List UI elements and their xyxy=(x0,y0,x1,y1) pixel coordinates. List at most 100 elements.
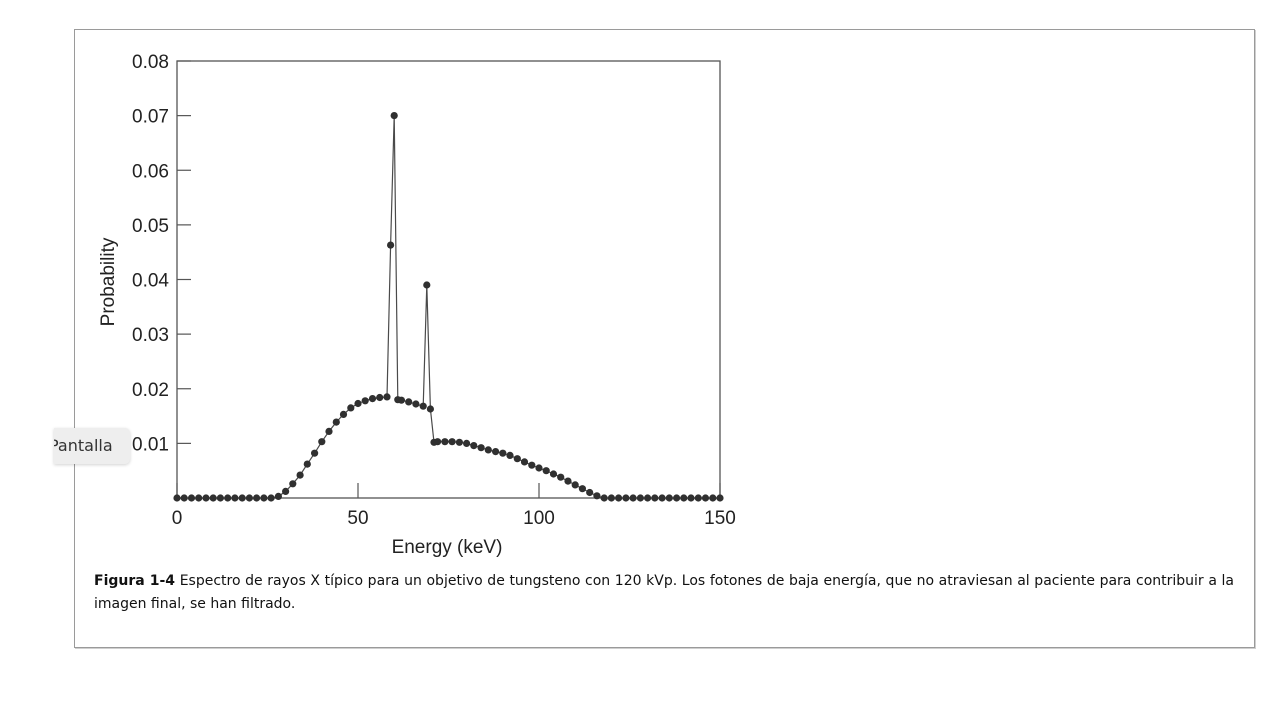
data-point xyxy=(260,494,268,502)
x-tick-label: 150 xyxy=(704,508,736,529)
data-point xyxy=(405,398,413,406)
data-point xyxy=(274,492,282,500)
data-point xyxy=(231,494,239,502)
data-point xyxy=(542,467,550,475)
data-point xyxy=(238,494,246,502)
data-point xyxy=(347,404,355,412)
data-point xyxy=(245,494,253,502)
data-point xyxy=(607,494,616,502)
data-point xyxy=(289,480,297,488)
data-point xyxy=(332,418,340,426)
data-point xyxy=(419,402,427,410)
data-point xyxy=(423,281,431,289)
x-tick-label: 100 xyxy=(523,508,555,529)
data-point xyxy=(557,473,565,481)
data-point xyxy=(470,442,478,450)
y-tick-label: 0.05 xyxy=(132,216,169,237)
data-point xyxy=(267,494,275,502)
data-point xyxy=(477,444,485,452)
data-point xyxy=(376,393,384,402)
data-point xyxy=(318,438,326,446)
data-point xyxy=(387,241,395,249)
y-tick-label: 0.03 xyxy=(132,325,169,346)
data-point xyxy=(282,487,290,495)
data-point xyxy=(499,449,507,457)
data-point xyxy=(426,405,434,413)
data-point xyxy=(701,494,710,502)
data-point xyxy=(535,464,543,472)
data-point xyxy=(195,494,203,502)
data-point xyxy=(651,494,659,502)
y-tick-label: 0.02 xyxy=(132,380,169,401)
data-point xyxy=(665,494,673,502)
data-point xyxy=(216,494,224,502)
pantalla-tab-label: Pantalla xyxy=(54,436,113,455)
spectrum-points xyxy=(173,112,724,502)
data-point xyxy=(694,494,702,502)
data-point xyxy=(455,438,463,446)
data-point xyxy=(615,494,623,502)
data-point xyxy=(209,494,217,502)
data-point xyxy=(361,397,369,405)
figure-caption: Figura 1-4 Espectro de rayos X típico pa… xyxy=(94,570,1234,616)
data-point xyxy=(463,439,471,447)
data-point xyxy=(578,485,587,493)
data-point xyxy=(528,461,536,469)
data-point xyxy=(253,494,261,502)
data-point xyxy=(368,395,377,403)
pantalla-tab[interactable]: Pantalla xyxy=(54,428,130,464)
data-point xyxy=(383,393,391,401)
data-point xyxy=(224,494,232,502)
x-axis: 0 50 100 150 xyxy=(172,483,736,529)
data-point xyxy=(506,451,514,459)
data-point xyxy=(339,410,348,418)
data-point xyxy=(593,492,601,500)
data-point xyxy=(687,494,695,502)
data-point xyxy=(658,494,666,502)
y-axis: 0.01 0.02 0.03 0.04 0.05 0.06 0.07 0.08 xyxy=(132,52,191,455)
x-tick-label: 0 xyxy=(172,508,183,529)
data-point xyxy=(629,494,637,502)
data-point xyxy=(564,477,572,485)
data-point xyxy=(354,399,362,408)
data-point xyxy=(586,488,594,497)
data-point xyxy=(571,481,579,489)
data-point xyxy=(397,396,405,404)
data-point xyxy=(600,494,608,502)
plot-area xyxy=(176,60,721,499)
figure-frame xyxy=(74,29,1255,648)
data-point xyxy=(680,494,688,502)
figure-caption-label: Figura 1-4 xyxy=(94,573,176,589)
x-axis-label: Energy (keV) xyxy=(392,537,503,558)
data-point xyxy=(390,112,398,120)
data-point xyxy=(709,494,717,502)
data-point xyxy=(636,494,645,502)
data-point xyxy=(434,438,442,446)
data-point xyxy=(325,427,333,435)
x-tick-label: 50 xyxy=(347,508,368,529)
data-point xyxy=(202,494,210,502)
data-point xyxy=(492,448,500,456)
data-point xyxy=(513,455,521,463)
data-point xyxy=(716,494,724,502)
data-point xyxy=(173,494,181,502)
spectrum-line xyxy=(177,115,720,499)
data-point xyxy=(673,494,681,502)
data-point xyxy=(484,446,492,454)
data-point xyxy=(448,438,456,446)
data-point xyxy=(644,494,652,502)
figure-caption-text: Espectro de rayos X típico para un objet… xyxy=(94,573,1235,612)
data-point xyxy=(296,471,304,479)
data-point xyxy=(520,458,529,466)
data-point xyxy=(187,494,196,502)
y-tick-label: 0.06 xyxy=(132,161,169,182)
y-tick-label: 0.07 xyxy=(132,107,169,128)
y-axis-label: Probability xyxy=(98,237,119,326)
data-point xyxy=(549,470,558,478)
data-point xyxy=(441,438,449,446)
data-point xyxy=(311,449,319,457)
data-point xyxy=(622,494,630,502)
data-point xyxy=(180,494,188,502)
y-tick-label: 0.01 xyxy=(132,434,169,455)
